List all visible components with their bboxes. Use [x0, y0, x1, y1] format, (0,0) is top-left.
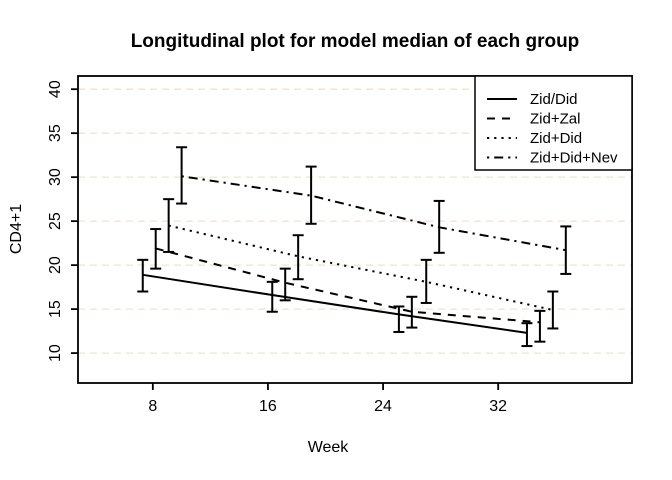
y-tick-label: 35 [47, 124, 64, 142]
y-tick-label: 40 [47, 80, 64, 98]
series-line [168, 224, 554, 311]
x-tick-label: 16 [259, 398, 277, 415]
y-axis-label: CD4+1 [8, 204, 25, 254]
x-tick-label: 8 [148, 398, 157, 415]
series-line [181, 175, 566, 252]
x-axis-label: Week [308, 439, 350, 456]
series-line [155, 247, 540, 324]
y-tick-label: 15 [47, 300, 64, 318]
y-tick-label: 20 [47, 256, 64, 274]
series-zid-did-nev [176, 146, 572, 275]
chart-title: Longitudinal plot for model median of ea… [131, 31, 580, 52]
x-tick-label: 24 [374, 398, 392, 415]
legend-box [474, 75, 633, 171]
plot-box [77, 75, 633, 384]
legend-label: Zid+Zal [530, 111, 580, 128]
axes: 8 16 24 32 10 15 20 25 30 35 40 [47, 75, 633, 415]
y-tick-label: 30 [47, 168, 64, 186]
legend-label: Zid/Did [530, 91, 578, 108]
y-tick-label: 10 [47, 344, 64, 362]
x-tick-label: 32 [489, 398, 507, 415]
series-zid-did [163, 198, 559, 330]
series-zid-zal [150, 228, 546, 343]
legend: Zid/Did Zid+Zal Zid+Did Zid+Did+Nev [474, 75, 633, 171]
series-zid-did [137, 258, 533, 348]
y-tick-label: 25 [47, 212, 64, 230]
series-line [142, 273, 528, 334]
legend-label: Zid+Did+Nev [530, 150, 618, 167]
data-series [137, 146, 572, 348]
legend-label: Zid+Did [530, 130, 582, 147]
